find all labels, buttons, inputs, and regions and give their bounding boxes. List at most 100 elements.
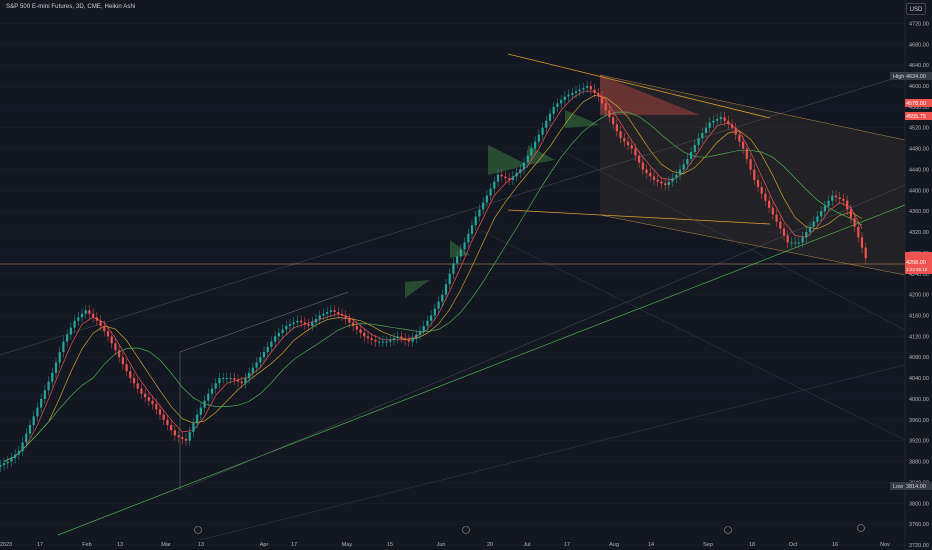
candle [589,86,592,90]
time-label: 16 [832,542,838,548]
candle [54,362,58,373]
price-label: 4320.00 [909,230,929,236]
event-icon [194,526,202,534]
price-label: 4600.00 [909,84,929,90]
price-label: 3760.00 [909,522,929,528]
candle [846,200,849,210]
candle [173,430,176,436]
candle [831,195,834,201]
candle [255,362,258,368]
candle [730,124,734,128]
candle [207,393,210,401]
candle [177,435,180,438]
candle [2,463,6,466]
candle [396,336,399,339]
candle [314,318,318,323]
ma-fast-line [3,90,863,462]
candle [40,398,43,408]
time-label: 2023 [0,542,12,548]
price-label: 4240.00 [909,272,929,278]
candle [686,159,689,165]
candle [47,381,50,391]
flag-3 [488,145,528,175]
high-value: 4634.00 [906,74,926,80]
candle [623,138,626,142]
candle [794,242,797,244]
candle [820,211,823,217]
candle [162,414,165,420]
candle [474,216,477,226]
candle [593,89,596,93]
low-value: 3814.00 [906,484,926,490]
candle [693,145,696,153]
candle [775,214,778,222]
candle [723,117,726,121]
candle [392,338,396,340]
price-label: 4120.00 [909,334,929,340]
candle [857,226,860,238]
candle [600,96,604,104]
candle [719,117,722,120]
candle [69,327,72,335]
candles [0,80,867,472]
candle [274,336,277,342]
time-label: Sep [703,542,713,548]
candle [753,169,756,180]
candle [14,454,17,459]
event-icon [462,526,470,534]
candle [578,89,581,92]
candle [73,320,76,328]
time-label: 13 [198,542,204,548]
price-label: 4200.00 [909,293,929,299]
candle [400,336,403,339]
price-label: 4000.00 [909,397,929,403]
candle [277,332,280,337]
time-label: Jul [523,542,530,548]
candle [125,364,128,372]
candle [225,378,228,380]
candle [782,228,786,236]
candle [433,308,436,316]
price-label: 4360.00 [909,209,929,215]
price-scale: 4720.00 4680.00 4640.00 4600.00 4560.00 4520.… [904,0,929,550]
time-label: Nov [880,542,890,548]
countdown: 1:23:45:10 [906,267,928,272]
drawings [0,53,906,541]
candle [690,152,693,160]
candle [437,301,440,309]
price-label: 3720.00 [909,543,929,549]
ma-slow-line [3,111,863,462]
candle [797,242,800,244]
time-label: 17 [564,542,570,548]
candle [664,183,667,186]
event-icon [724,526,732,534]
candle [697,138,700,146]
candle [626,141,630,146]
shaded-zone [600,75,700,115]
candle [88,310,91,314]
candle [678,169,682,175]
candle [511,176,514,180]
candle [318,315,321,319]
last-price-tag: 4258.00 1:23:45:10 [905,252,932,274]
candle [303,322,306,325]
price-label: 4560.00 [909,105,929,111]
candle [292,322,295,325]
currency-button[interactable]: USD [906,3,926,15]
candle [307,324,310,326]
candle [32,416,35,426]
candle [181,437,184,439]
candle [708,122,711,128]
candle [10,458,13,462]
candle [192,423,195,432]
candle [541,127,544,135]
candle [496,174,500,182]
candle [712,120,715,123]
candle [363,332,366,337]
candle [118,350,121,358]
candle [17,451,20,455]
candle [816,216,819,222]
descending-channel-fill [600,75,905,275]
price-label: 4440.00 [909,167,929,173]
